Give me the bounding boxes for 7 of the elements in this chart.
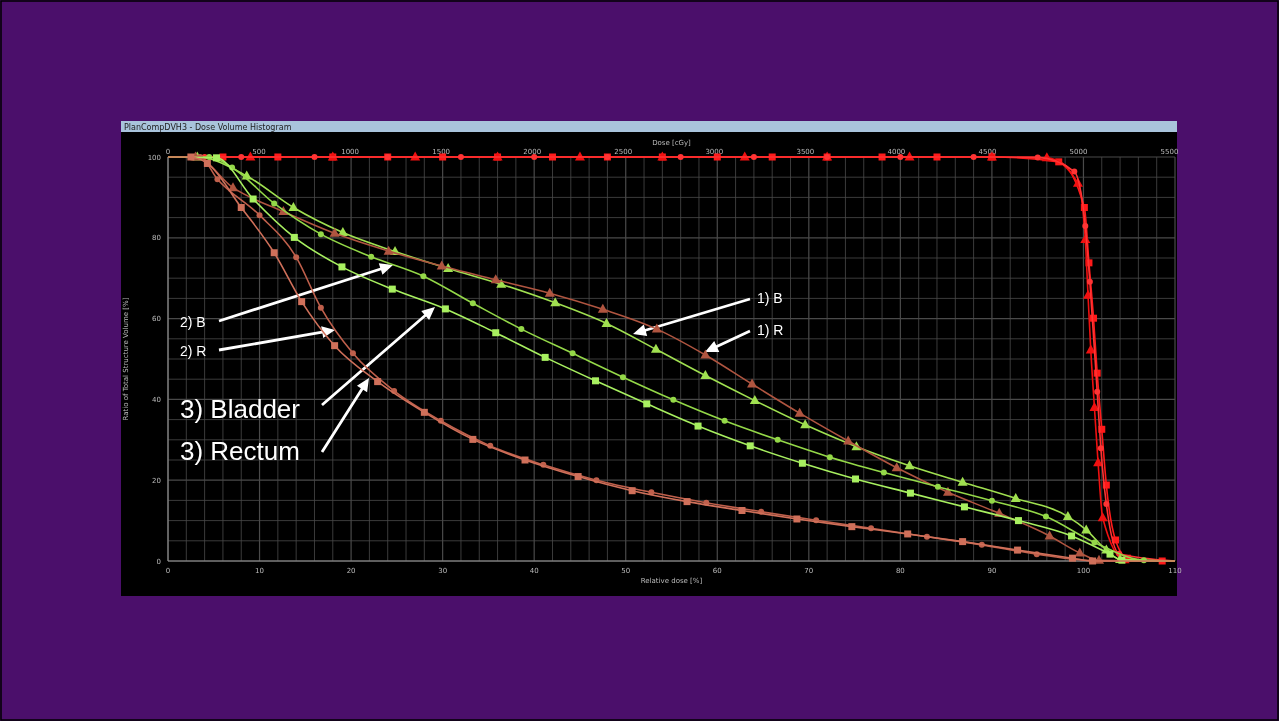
annotation: 3) Bladder xyxy=(180,394,301,424)
chart-title: PlanCompDVH3 - Dose Volume Histogram xyxy=(124,123,292,132)
annotation: 2) R xyxy=(180,343,207,359)
annotation: 1) B xyxy=(757,290,783,306)
annotation: 2) B xyxy=(180,314,206,330)
annotation: 1) R xyxy=(757,322,784,338)
annotation: 3) Rectum xyxy=(180,436,300,466)
